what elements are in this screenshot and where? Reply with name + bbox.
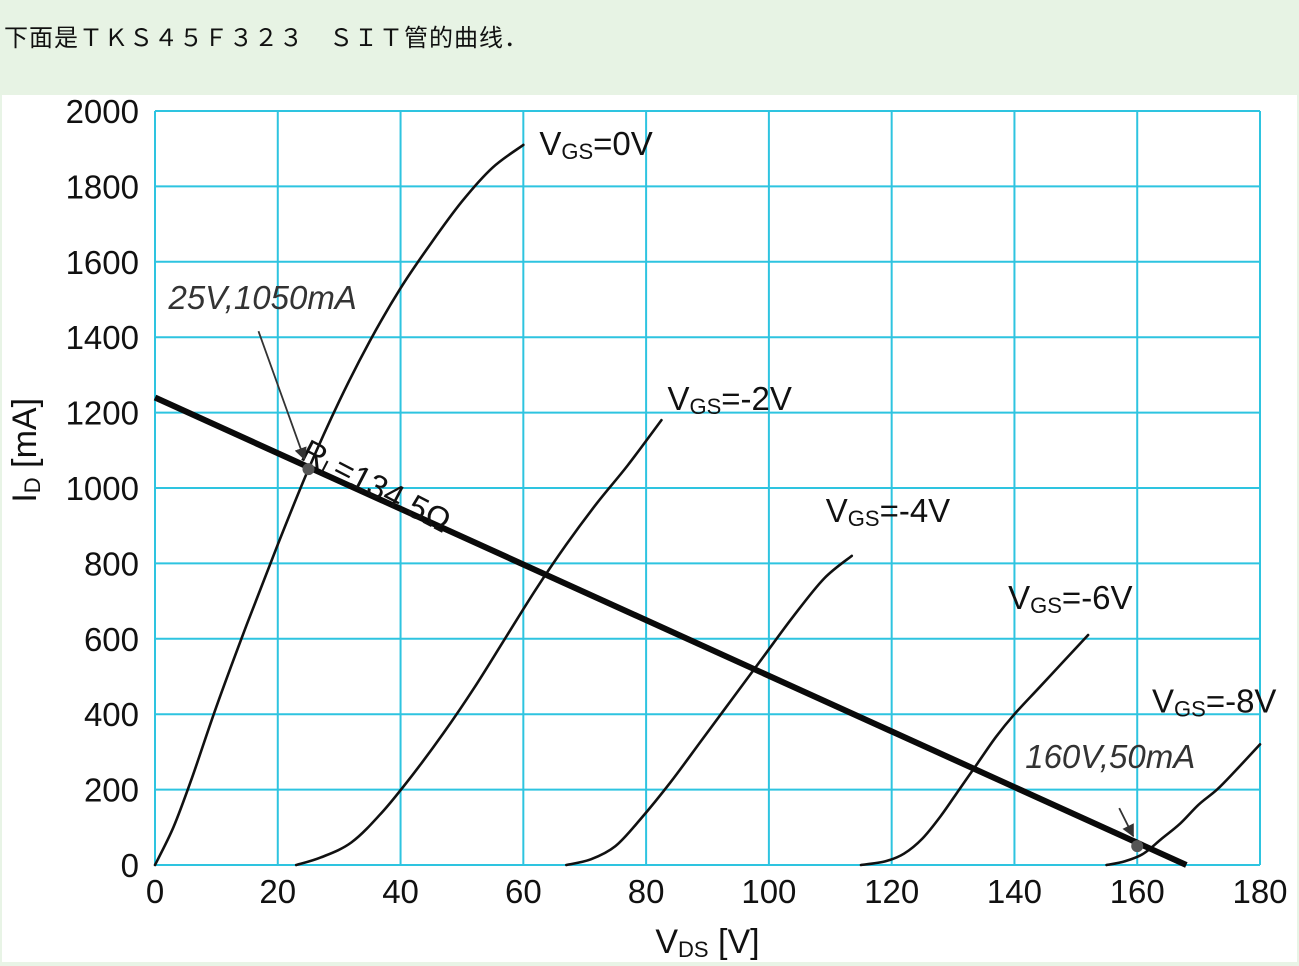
y-tick-label: 600 xyxy=(84,621,139,658)
curve-vgs-4v xyxy=(565,554,854,867)
y-axis-label: ID [mA] xyxy=(6,398,45,503)
series-labels: VGS=0V VGS=-2V VGS=-4V VGS=-6V VGS=-8V RL=134… xyxy=(295,125,1277,721)
curve-vgs-8v xyxy=(1105,743,1262,867)
series-label-vgs-8v: VGS=-8V xyxy=(1152,682,1276,721)
curves xyxy=(153,143,1262,867)
load-line xyxy=(153,394,1188,868)
operating-point-dot xyxy=(302,463,315,476)
x-tick-label: 120 xyxy=(864,873,919,910)
annotation-arrow xyxy=(1118,807,1135,838)
series-label-vgs-2v: VGS=-2V xyxy=(667,380,791,419)
x-tick-label: 160 xyxy=(1110,873,1165,910)
x-tick-label: 0 xyxy=(146,873,164,910)
x-tick-label: 140 xyxy=(987,873,1042,910)
y-tick-label: 1800 xyxy=(66,168,139,205)
y-tick-label: 800 xyxy=(84,545,139,582)
series-label-vgs-4v: VGS=-4V xyxy=(826,492,950,531)
load-line-group xyxy=(153,394,1188,868)
x-tick-label: 100 xyxy=(741,873,796,910)
y-tick-label: 200 xyxy=(84,772,139,809)
annotations: 25V,1050mA 160V,50mA xyxy=(167,279,1195,853)
x-tick-label: 80 xyxy=(628,873,665,910)
series-label-vgs-6v: VGS=-6V xyxy=(1008,579,1132,618)
y-tick-label: 0 xyxy=(121,847,139,884)
header-bar: 下面是ＴＫＳ４５Ｆ３２３ ＳＩＴ管的曲线． xyxy=(0,0,1299,95)
y-tick-label: 1200 xyxy=(66,395,139,432)
x-tick-label: 180 xyxy=(1232,873,1287,910)
y-tick-label: 400 xyxy=(84,696,139,733)
x-tick-label: 20 xyxy=(259,873,296,910)
annotation-label: 25V,1050mA xyxy=(167,279,356,316)
y-tick-label: 2000 xyxy=(66,95,139,130)
operating-point-dot xyxy=(1131,840,1144,853)
y-tick-label: 1400 xyxy=(66,319,139,356)
y-tick-label: 1000 xyxy=(66,470,139,507)
tick-labels: 0 20 40 60 80 100 120 140 160 1800200400600800100… xyxy=(66,93,1288,910)
load-line-label: RL=134.5Ω xyxy=(295,432,457,541)
x-tick-label: 40 xyxy=(382,873,419,910)
grid xyxy=(154,110,1261,866)
x-tick-label: 60 xyxy=(505,873,542,910)
chart-panel: 0 20 40 60 80 100 120 140 160 180 0 200 400 600 800 100… xyxy=(2,93,1297,962)
x-axis-label: VDS [V] xyxy=(655,923,759,962)
chart-svg: 0 20 40 60 80 100 120 140 160 1800200400600800100… xyxy=(6,93,1288,962)
curve-vgs-6v xyxy=(859,633,1090,867)
annotation-label: 160V,50mA xyxy=(1025,738,1195,775)
y-tick-label: 1600 xyxy=(66,244,139,281)
curve-vgs-2v xyxy=(294,418,663,867)
curve-vgs-0v xyxy=(153,143,525,867)
annotation-arrow xyxy=(257,330,307,461)
series-label-vgs-0v: VGS=0V xyxy=(539,125,652,164)
header-text: 下面是ＴＫＳ４５Ｆ３２３ ＳＩＴ管的曲线． xyxy=(4,24,529,52)
